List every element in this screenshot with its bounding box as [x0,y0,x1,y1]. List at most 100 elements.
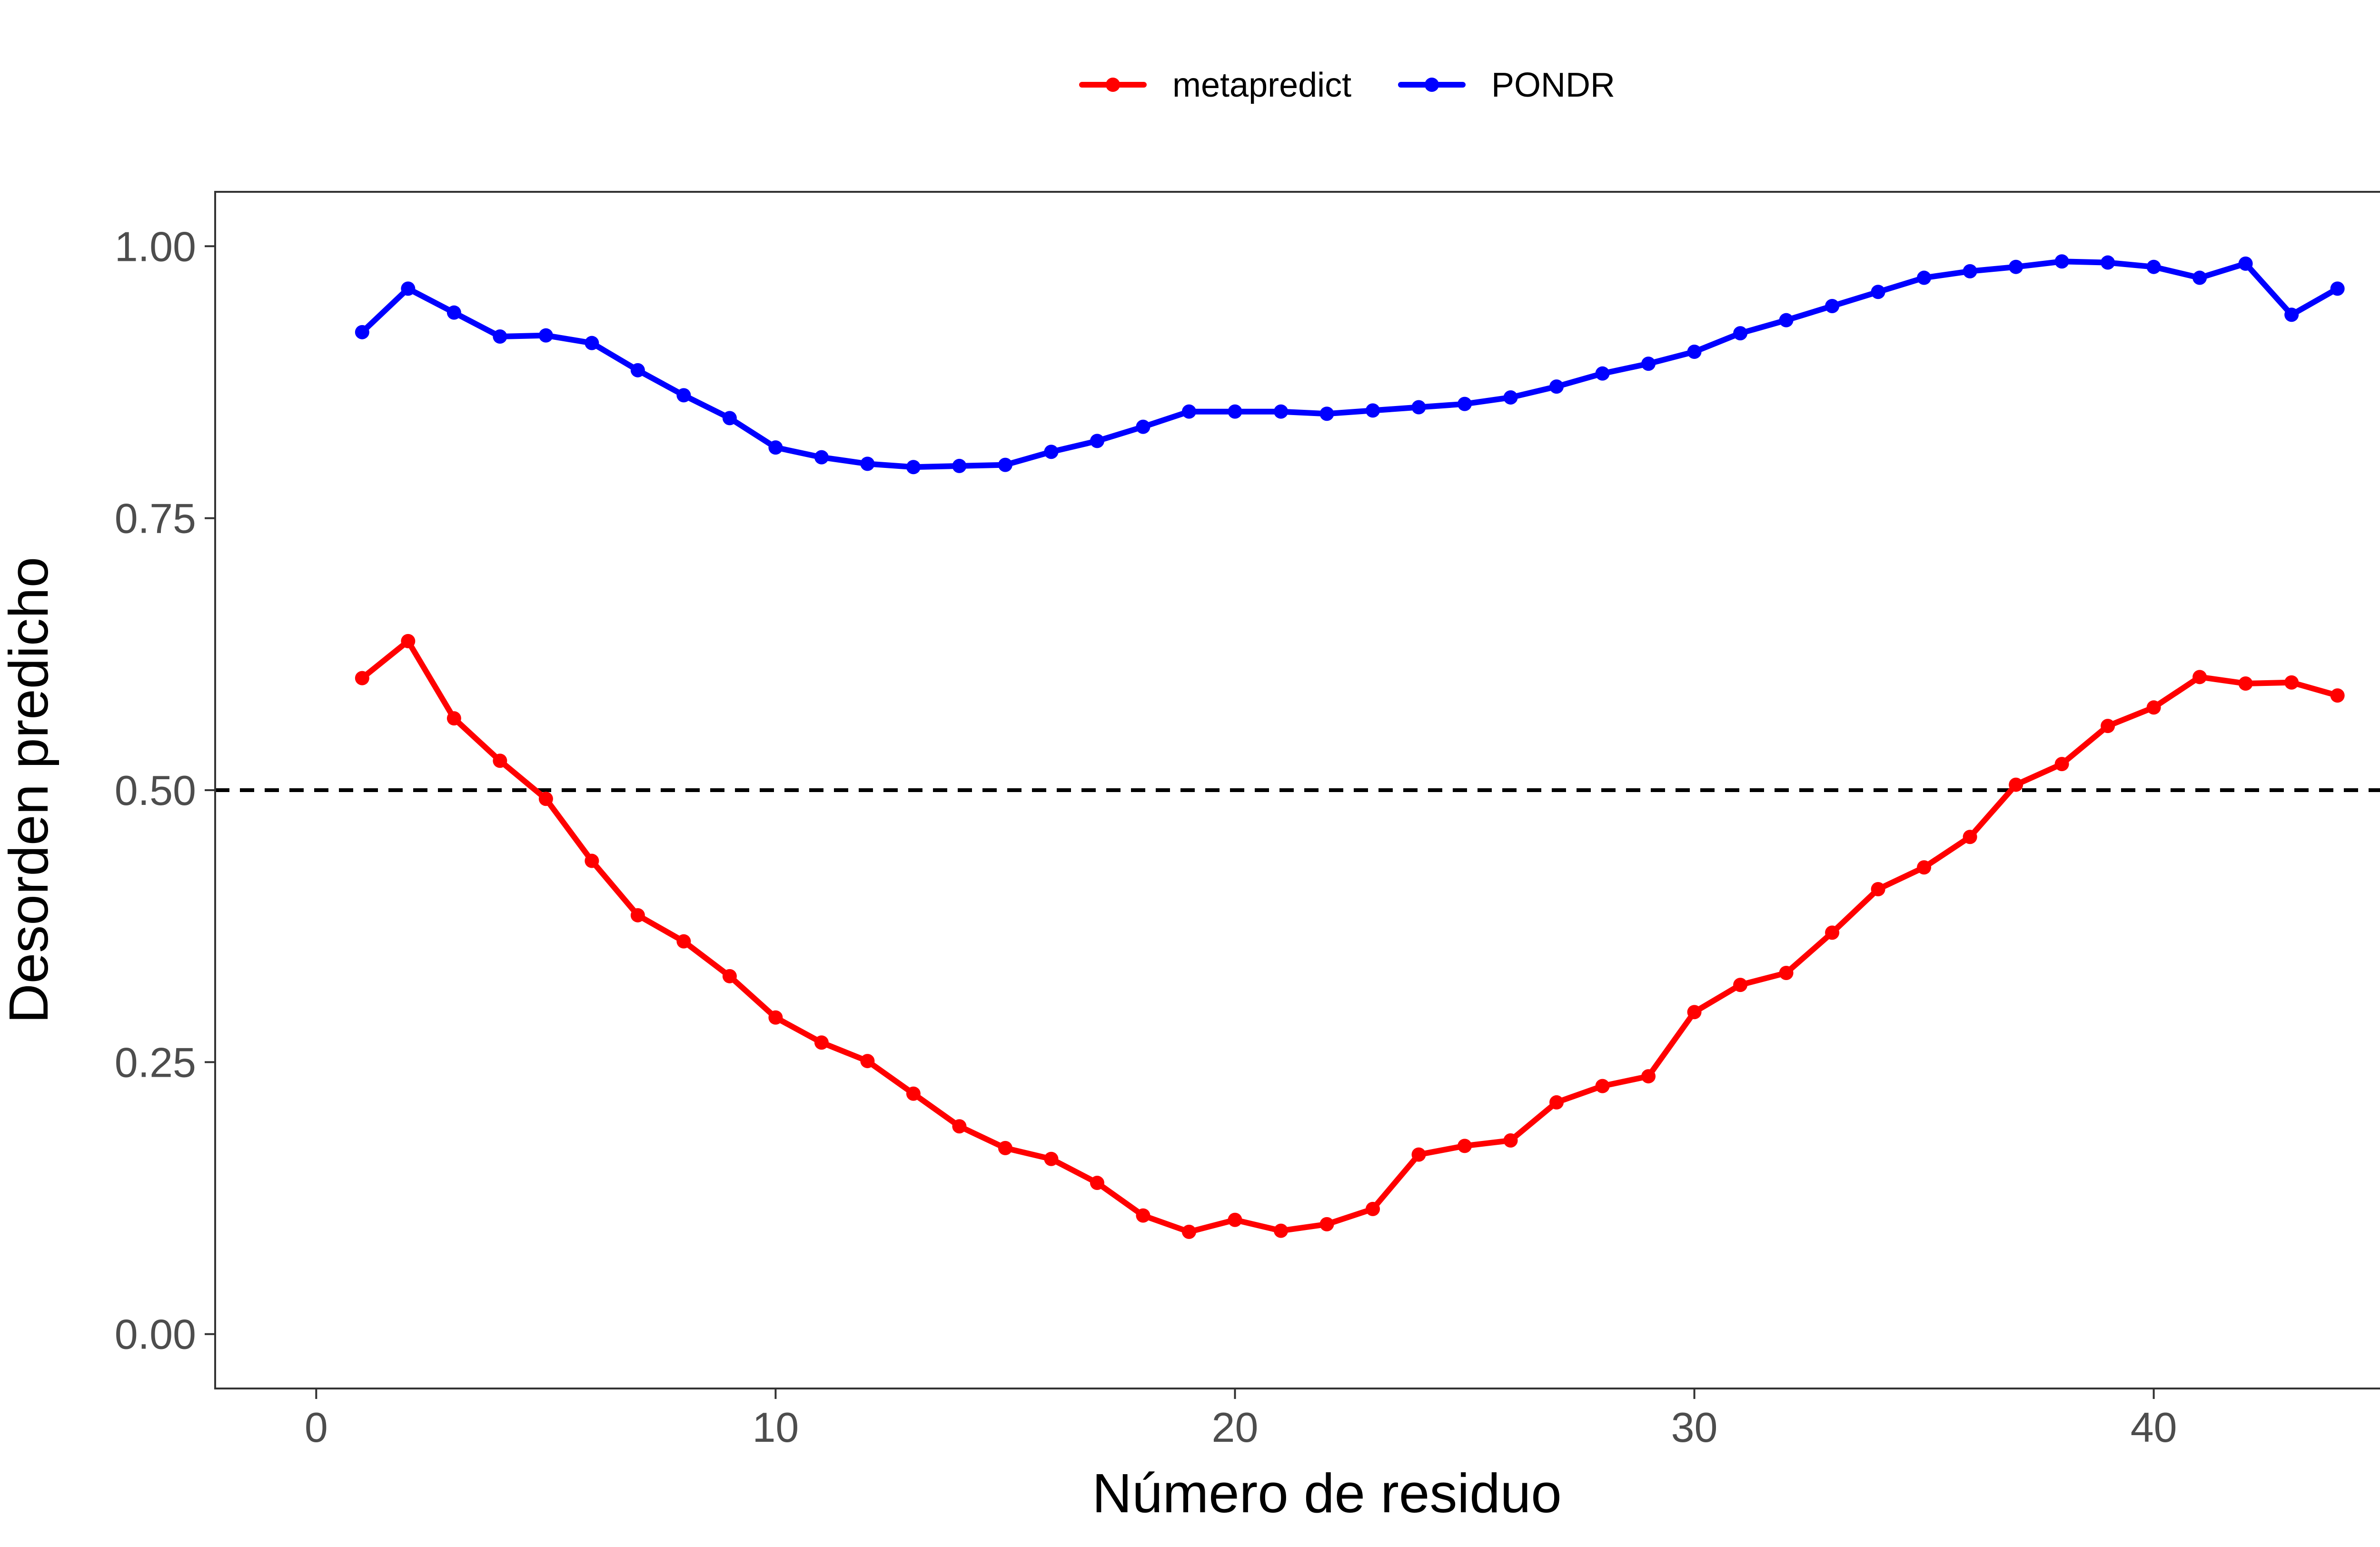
legend-key-point [1106,78,1120,92]
data-point-pondr [1411,400,1426,415]
data-point-metapredict [1733,978,1748,992]
data-point-metapredict [1136,1208,1150,1223]
data-point-metapredict [1090,1176,1104,1190]
data-point-metapredict [630,908,645,922]
data-point-pondr [1503,390,1518,405]
data-point-metapredict [446,711,461,726]
y-tick-label: 0.75 [115,495,196,542]
data-point-metapredict [493,754,507,768]
data-point-metapredict [2284,675,2299,690]
data-point-pondr [1779,313,1794,327]
data-point-pondr [585,336,599,350]
series-line-pondr [359,258,2340,470]
data-point-pondr [676,388,691,403]
x-tick-label: 20 [1212,1404,1259,1451]
data-point-metapredict [355,671,369,685]
legend-label: PONDR [1491,66,1615,104]
legend: metapredict PONDR [1079,66,1615,104]
data-point-metapredict [2054,757,2069,772]
data-point-metapredict [1273,1223,1288,1238]
y-tick-label: 0.00 [115,1311,196,1358]
data-point-pondr [860,456,875,471]
legend-key-point [1425,78,1439,92]
data-point-pondr [722,411,737,426]
x-tick-label: 10 [752,1404,799,1451]
data-point-metapredict [768,1010,783,1025]
data-point-pondr [1687,344,1702,359]
data-point-metapredict [1458,1139,1472,1153]
data-point-pondr [1181,404,1196,419]
data-point-metapredict [2101,719,2115,734]
data-point-pondr [1044,445,1059,459]
data-point-pondr [2009,259,2023,274]
plot-area [214,191,2380,1389]
data-point-pondr [1871,285,1885,299]
data-point-pondr [1090,434,1104,448]
data-point-metapredict [1917,860,1932,875]
legend-item-metapredict: metapredict [1079,66,1351,104]
data-point-metapredict [906,1086,921,1101]
data-point-metapredict [1825,925,1840,940]
y-tick-label: 0.25 [115,1039,196,1086]
data-point-pondr [1228,404,1242,419]
data-point-pondr [2330,281,2345,296]
data-point-metapredict [401,634,416,648]
y-axis-title: Desorden predicho [0,557,60,1023]
data-point-pondr [630,363,645,377]
data-point-pondr [1319,407,1334,421]
data-point-pondr [1641,357,1656,371]
legend-item-pondr: PONDR [1398,66,1615,104]
data-point-metapredict [722,969,737,983]
data-point-pondr [401,281,416,296]
data-point-pondr [1136,419,1150,434]
data-point-metapredict [1595,1079,1610,1093]
y-tick-label: 1.00 [115,223,196,270]
data-point-pondr [2054,254,2069,269]
data-point-pondr [998,457,1012,472]
x-tick-label: 0 [305,1404,328,1451]
data-point-pondr [814,450,829,465]
x-axis-title: Número de residuo [1092,1462,1562,1524]
data-point-pondr [446,305,461,320]
data-point-pondr [1917,270,1932,285]
data-point-metapredict [860,1054,875,1069]
data-point-metapredict [1779,965,1794,980]
data-point-metapredict [585,853,599,868]
data-point-metapredict [1319,1217,1334,1231]
data-point-pondr [1458,397,1472,411]
data-point-metapredict [2192,670,2207,684]
data-point-metapredict [1641,1069,1656,1084]
data-point-pondr [952,458,967,473]
x-tick-label: 40 [2131,1404,2177,1451]
data-point-pondr [1733,326,1748,341]
series-line-metapredict [359,638,2340,1235]
data-point-metapredict [1549,1095,1564,1110]
data-point-metapredict [1366,1201,1380,1216]
data-point-metapredict [2238,676,2253,691]
data-point-metapredict [1687,1005,1702,1020]
data-point-metapredict [2330,688,2345,703]
y-axis: 0.00 0.25 0.50 0.75 1.00 [115,223,215,1358]
data-point-metapredict [1503,1133,1518,1148]
data-point-metapredict [2009,777,2023,792]
data-point-metapredict [676,934,691,949]
data-point-pondr [355,325,369,339]
x-tick-label: 30 [1671,1404,1718,1451]
data-point-metapredict [1871,882,1885,896]
data-point-pondr [2192,270,2207,285]
data-point-pondr [1595,366,1610,381]
data-point-pondr [906,460,921,475]
data-point-metapredict [998,1140,1012,1155]
data-point-pondr [2146,259,2161,274]
data-point-pondr [768,440,783,455]
data-point-pondr [1825,298,1840,313]
data-point-metapredict [814,1035,829,1050]
data-point-pondr [1963,264,1977,278]
data-point-metapredict [952,1119,967,1134]
data-point-metapredict [538,792,553,806]
data-point-pondr [2238,256,2253,271]
data-point-pondr [493,329,507,344]
data-point-metapredict [1181,1224,1196,1239]
data-point-metapredict [2146,700,2161,715]
